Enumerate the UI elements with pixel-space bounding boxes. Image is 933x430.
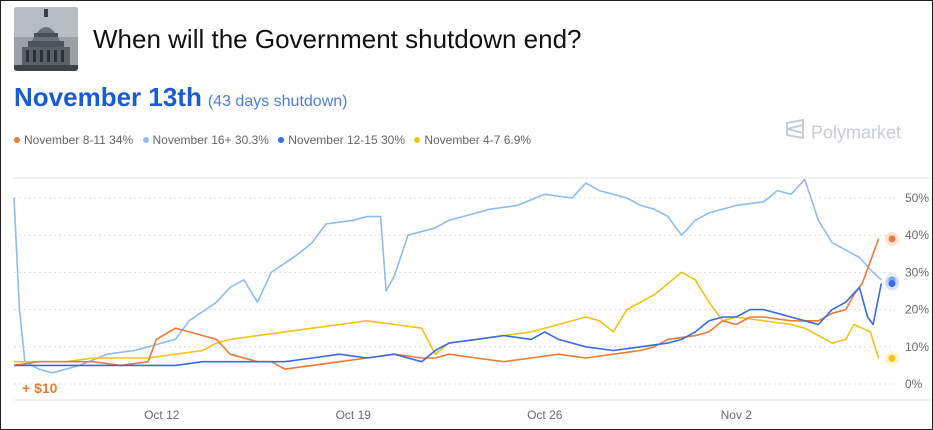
leading-outcome: November 13th (14, 82, 202, 112)
legend-label: November 16+ 30.3% (152, 133, 269, 147)
legend-item: November 4-7 6.9% (414, 133, 531, 147)
legend-item: November 12-15 30% (278, 133, 405, 147)
polymarket-logo-icon (785, 118, 805, 144)
y-tick-label: 30% (905, 265, 929, 279)
brand-watermark: Polymarket (785, 118, 902, 146)
legend-dot-lightblue (142, 136, 149, 143)
x-tick-label: Nov 2 (721, 408, 753, 422)
series-line-november-12-15 (14, 283, 883, 367)
bet-amount-label: + $10 (22, 380, 58, 396)
chart-legend: November 8-11 34% November 16+ 30.3% Nov… (14, 133, 537, 147)
y-tick-label: 10% (905, 340, 929, 354)
endpoint-dot (888, 280, 896, 288)
endpoint-dot (888, 235, 896, 243)
y-tick-label: 50% (905, 191, 929, 205)
legend-dot-orange (14, 136, 20, 143)
x-tick-label: Oct 26 (527, 408, 563, 422)
x-tick-label: Oct 19 (336, 408, 372, 422)
legend-dot-yellow (414, 136, 421, 143)
series-line-november-4-7 (14, 271, 880, 363)
y-tick-label: 20% (905, 303, 929, 317)
headline: November 13th (43 days shutdown) (14, 82, 347, 113)
legend-label: November 8-11 34% (24, 133, 134, 147)
leading-outcome-note: (43 days shutdown) (207, 93, 348, 110)
x-tick-label: Oct 12 (144, 408, 180, 422)
legend-item: November 8-11 34% (14, 133, 133, 147)
brand-name: Polymarket (811, 122, 902, 143)
series-line-november-16- (13, 178, 882, 374)
market-title: When will the Government shutdown end? (93, 24, 582, 54)
y-tick-label: 40% (905, 228, 929, 242)
capitol-thumbnail (14, 7, 78, 71)
legend-item: November 16+ 30.3% (142, 133, 269, 147)
legend-label: November 4-7 6.9% (424, 133, 532, 147)
series-line-november-8-11 (13, 238, 880, 370)
y-tick-label: 0% (905, 377, 923, 391)
legend-label: November 12-15 30% (288, 133, 405, 147)
legend-dot-blue (278, 136, 285, 143)
endpoint-dot (888, 354, 896, 362)
